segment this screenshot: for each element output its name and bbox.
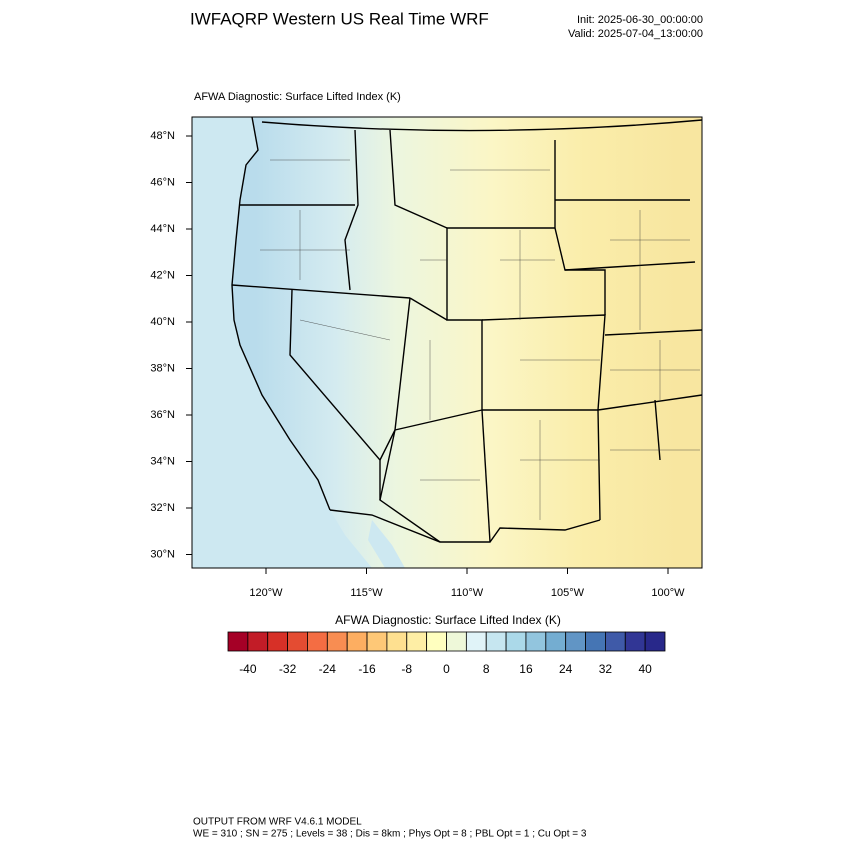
colorbar-title: AFWA Diagnostic: Surface Lifted Index (K…	[335, 613, 561, 627]
map-frame	[191, 116, 703, 569]
colorbar: -40 -32 -24 -16 -8 0 8 16 24 32 40	[227, 631, 666, 676]
colorbar-swatch	[307, 631, 328, 652]
colorbar-swatch	[525, 631, 547, 652]
colorbar-label: 24	[559, 662, 573, 676]
colorbar-swatch	[605, 631, 626, 652]
canada-border	[261, 119, 703, 132]
colorbar-swatch	[485, 631, 507, 652]
colorbar-swatch	[624, 631, 646, 652]
state-borders	[231, 129, 703, 543]
colorbar-swatch	[287, 631, 308, 652]
colorbar-swatch	[644, 631, 666, 652]
map-title: AFWA Diagnostic: Surface Lifted Index (K…	[194, 91, 401, 103]
lat-label: 34°N	[150, 455, 175, 467]
valid-time: Valid: 2025-07-04_13:00:00	[568, 28, 703, 40]
lat-label: 42°N	[150, 269, 175, 281]
lat-label: 30°N	[150, 548, 175, 560]
colorbar-swatch	[505, 631, 527, 652]
colorbar-label: 16	[519, 662, 533, 676]
colorbar-swatch	[465, 631, 487, 652]
colorbar-label: 32	[599, 662, 613, 676]
lon-label: 105°W	[551, 587, 585, 599]
footer-line: OUTPUT FROM WRF V4.6.1 MODEL	[193, 817, 362, 828]
colorbar-label: -16	[358, 662, 376, 676]
gulf	[368, 520, 405, 568]
lat-label: 44°N	[150, 223, 175, 235]
colorbar-swatch	[545, 631, 567, 652]
colorbar-label: -40	[239, 662, 257, 676]
lon-label: 115°W	[350, 587, 383, 599]
county-lines	[260, 159, 700, 520]
colorbar-label: -8	[401, 662, 412, 676]
colorbar-swatch	[247, 631, 269, 652]
colorbar-label: 8	[483, 662, 490, 676]
colorbar-swatch	[406, 631, 428, 652]
colorbar-swatch	[386, 631, 408, 652]
title: IWFAQRP Western US Real Time WRF	[190, 9, 489, 28]
lat-label: 40°N	[150, 316, 175, 328]
colorbar-label: 0	[443, 662, 450, 676]
colorbar-swatch	[267, 631, 288, 652]
colorbar-swatch	[446, 631, 467, 652]
lon-label: 110°W	[451, 587, 484, 599]
coast	[231, 116, 331, 511]
colorbar-label: 40	[638, 662, 652, 676]
lat-label: 32°N	[150, 502, 175, 514]
lon-label: 100°W	[651, 587, 685, 599]
colorbar-swatch	[426, 631, 447, 652]
colorbar-swatch	[366, 631, 388, 652]
colorbar-label: -24	[319, 662, 337, 676]
lat-label: 38°N	[150, 362, 175, 374]
footer-line: WE = 310 ; SN = 275 ; Levels = 38 ; Dis …	[193, 829, 587, 840]
colorbar-swatch	[227, 631, 249, 652]
colorbar-swatch	[326, 631, 348, 652]
lon-label: 120°W	[249, 587, 283, 599]
lat-label: 48°N	[150, 130, 175, 142]
colorbar-swatch	[585, 631, 606, 652]
map: 48°N 46°N 44°N 42°N 40°N 38°N 36°N 34°N 32°N 30°N…	[150, 116, 703, 599]
lat-label: 46°N	[150, 176, 175, 188]
colorbar-label: -32	[279, 662, 297, 676]
init-time: Init: 2025-06-30_00:00:00	[577, 14, 703, 26]
lat-label: 36°N	[150, 409, 175, 421]
colorbar-swatch	[565, 631, 586, 652]
colorbar-swatch	[346, 631, 368, 652]
